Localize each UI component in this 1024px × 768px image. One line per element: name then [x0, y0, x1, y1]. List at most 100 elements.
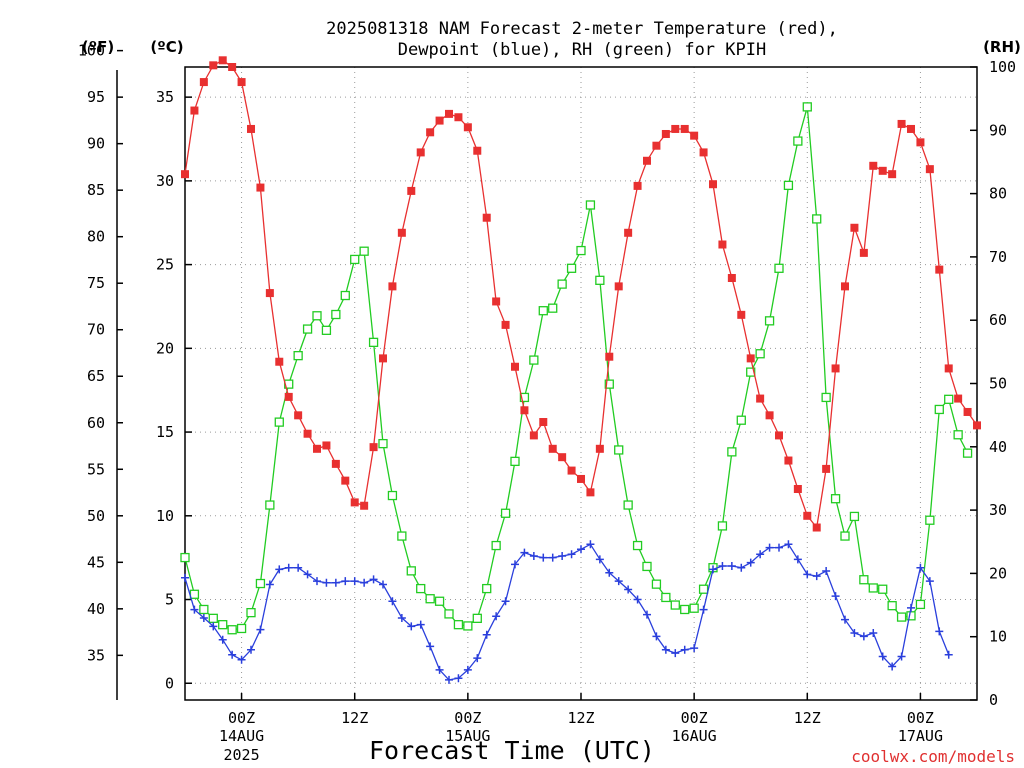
- dewpoint-point: [237, 655, 246, 664]
- rh-point: [548, 303, 558, 313]
- fahrenheit-tick-label: 40: [87, 600, 105, 618]
- temperature-point: [577, 474, 585, 483]
- rh-point: [849, 511, 860, 522]
- temperature-point: [322, 441, 331, 450]
- temperature-point: [426, 128, 435, 137]
- rh-axis-label: (RH): [983, 38, 1021, 56]
- time-tick-label: 12Z: [341, 709, 368, 727]
- rh-point: [293, 350, 303, 361]
- dewpoint-point: [341, 577, 350, 586]
- dewpoint-point: [322, 578, 331, 587]
- rh-tick-label: 100: [989, 58, 1016, 76]
- fahrenheit-tick-label: 60: [87, 414, 105, 432]
- temperature-point: [727, 274, 736, 282]
- temperature-point: [303, 429, 312, 438]
- dewpoint-point: [426, 642, 435, 651]
- rh-point: [576, 245, 586, 256]
- rh-point: [953, 430, 963, 440]
- temperature-point: [709, 180, 717, 189]
- time-tick-label: 00Z: [228, 709, 255, 727]
- dewpoint-point: [595, 555, 604, 564]
- temperature-point: [190, 106, 199, 115]
- rh-point: [585, 200, 596, 210]
- rh-point: [387, 490, 398, 501]
- temperature-point: [511, 362, 519, 371]
- time-tick-label: 00Z: [681, 709, 708, 727]
- time-tick-label: 12Z: [567, 709, 594, 727]
- temperature-point: [680, 124, 689, 133]
- celsius-tick-label: 15: [156, 423, 174, 441]
- dewpoint-point: [313, 577, 321, 586]
- dewpoint-point: [756, 550, 765, 559]
- rh-point: [736, 415, 746, 425]
- dewpoint-point: [473, 654, 482, 663]
- dewpoint-point: [643, 610, 651, 619]
- rh-tick-label: 30: [989, 501, 1007, 519]
- rh-point: [265, 500, 275, 510]
- rh-tick-label: 90: [989, 121, 1007, 139]
- rh-point: [227, 625, 237, 635]
- dewpoint-point: [652, 632, 661, 641]
- rh-point: [878, 584, 888, 594]
- rh-point: [906, 611, 916, 621]
- temperature-point: [661, 129, 670, 138]
- rh-point: [623, 500, 633, 510]
- rh-point: [557, 279, 567, 289]
- temperature-point: [218, 56, 227, 65]
- temperature-point: [567, 466, 576, 475]
- rh-point: [519, 392, 530, 403]
- dewpoint-point: [228, 650, 237, 659]
- dewpoint-point: [416, 620, 425, 629]
- temperature-point: [388, 282, 397, 291]
- rh-point: [416, 583, 426, 594]
- temperature-point: [275, 357, 284, 366]
- rh-point: [302, 324, 313, 334]
- temperature-point: [822, 464, 831, 473]
- dewpoint-point: [558, 551, 567, 560]
- dewpoint-point: [388, 597, 397, 606]
- rh-point: [642, 561, 652, 572]
- temperature-point: [718, 240, 727, 249]
- rh-point: [529, 355, 539, 365]
- rh-point: [830, 494, 841, 504]
- rh-tick-label: 60: [989, 311, 1007, 329]
- rh-point: [274, 417, 284, 427]
- dewpoint-point: [888, 662, 897, 671]
- rh-point: [962, 448, 973, 458]
- celsius-ticks: 0 5 10 15 20 25 30 35: [156, 88, 192, 692]
- temperature-point: [492, 297, 501, 306]
- temperature-point: [586, 488, 595, 497]
- temperature-point: [803, 511, 812, 520]
- temperature-point: [897, 119, 906, 128]
- dewpoint-point: [746, 558, 755, 567]
- year-label: 2025: [224, 746, 260, 764]
- dewpoint-point: [680, 645, 689, 654]
- temperature-point: [963, 407, 972, 416]
- time-tick-label: 00Z: [454, 709, 481, 727]
- dewpoint-point: [360, 578, 369, 587]
- rh-tick-label: 40: [989, 438, 1007, 456]
- temperature-point: [256, 183, 265, 192]
- temperature-point: [445, 109, 453, 118]
- rh-point: [453, 620, 464, 630]
- dewpoint-point: [661, 645, 670, 654]
- celsius-axis-label: (ºC): [150, 38, 183, 56]
- fahrenheit-tick-label: 100: [78, 42, 105, 60]
- rh-point: [208, 613, 218, 623]
- dewpoint-point: [482, 630, 491, 639]
- rh-point: [783, 180, 794, 191]
- temperature-point: [548, 444, 557, 453]
- date-label: 17AUG: [898, 727, 943, 745]
- dewpoint-point: [907, 603, 915, 612]
- rh-point: [444, 609, 454, 619]
- rh-point: [925, 515, 935, 525]
- dewpoint-point: [614, 577, 623, 586]
- dewpoint-point: [454, 674, 463, 683]
- temperature-point: [482, 213, 491, 222]
- temperature-point: [501, 320, 510, 329]
- dewpoint-point: [944, 650, 953, 659]
- rh-tick-label: 10: [989, 628, 1007, 646]
- temperature-point: [671, 124, 680, 133]
- rh-point: [510, 456, 520, 467]
- rh-point: [378, 438, 388, 449]
